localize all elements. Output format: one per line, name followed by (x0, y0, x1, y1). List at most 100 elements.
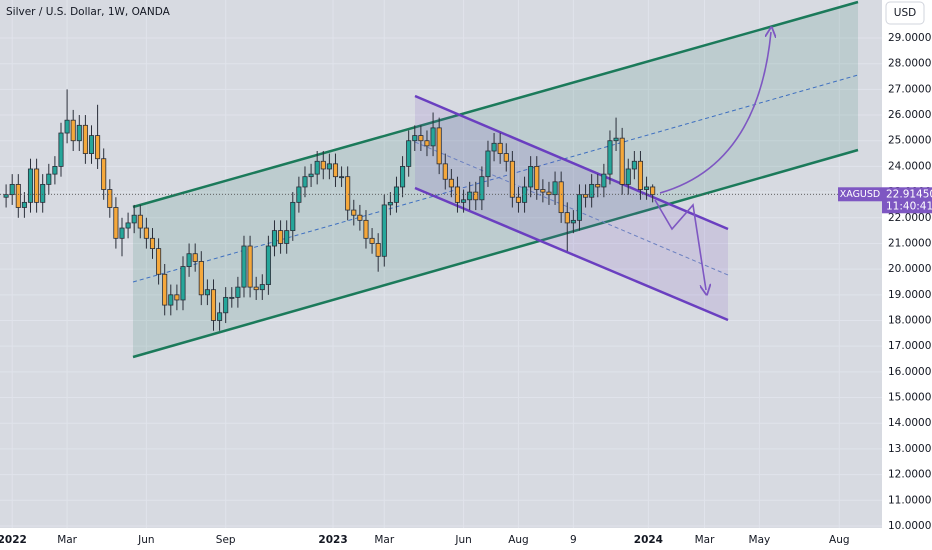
candle-body (448, 178, 454, 188)
candle-body (467, 191, 473, 201)
down-channel-lower (414, 186, 729, 322)
candle-body (650, 186, 656, 196)
candle-body (412, 135, 418, 142)
candle-body (497, 142, 503, 154)
candle-body (357, 214, 363, 221)
candle-body (192, 253, 198, 262)
x-tick-label: 2023 (318, 534, 347, 546)
y-tick-label: 10.00000 (888, 520, 932, 532)
candle-body (601, 173, 607, 188)
candle-body (589, 183, 595, 198)
candle-body (107, 189, 113, 208)
plot-background (0, 0, 882, 528)
candle-body (454, 186, 461, 203)
candle-body (88, 135, 95, 154)
y-tick-label: 24.00000 (888, 160, 932, 172)
x-tick-label: 2022 (0, 534, 27, 546)
candle-body (503, 153, 509, 162)
arrows (654, 32, 771, 290)
candle-body (198, 261, 204, 296)
y-tick-label: 11.00000 (888, 494, 932, 506)
candle-body (137, 214, 143, 229)
y-tick-label: 26.00000 (888, 109, 932, 121)
candle-body (442, 163, 448, 180)
candle-body (509, 160, 515, 198)
candle-body (473, 191, 479, 201)
x-tick-label: 2024 (634, 534, 663, 546)
candle-body (430, 127, 436, 147)
candle-body (180, 266, 186, 301)
candle-body (595, 183, 601, 188)
chart-title: Silver / U.S. Dollar, 1W, OANDA (6, 6, 171, 18)
x-tick-label: 9 (570, 534, 577, 546)
candle-body (58, 132, 64, 167)
candle-body (278, 230, 284, 244)
candle-body (387, 201, 393, 206)
candle-body (253, 286, 259, 291)
candle-body (363, 219, 369, 239)
candle-body (241, 245, 247, 288)
candle-body (70, 119, 76, 142)
candle-body (436, 127, 442, 165)
candle-body (95, 135, 101, 160)
candle-body (491, 142, 497, 152)
candle-body (271, 230, 278, 247)
y-tick-label: 14.00000 (888, 417, 932, 429)
candle-body (27, 168, 34, 203)
y-tick-label: 17.00000 (888, 340, 932, 352)
candle-body (375, 243, 381, 257)
candle-body (76, 124, 82, 142)
y-tick-label: 28.00000 (888, 58, 932, 70)
candle-body (576, 194, 582, 221)
candle-body (400, 166, 406, 188)
y-tick-label: 25.00000 (888, 135, 932, 147)
candles (3, 89, 656, 331)
drawings (132, 0, 859, 359)
candle-body (351, 209, 357, 216)
y-tick-label: 12.00000 (888, 469, 932, 481)
candle-body (296, 186, 302, 203)
candle-body (125, 222, 131, 229)
candle-body (308, 173, 314, 178)
candle-body (564, 212, 570, 224)
candle-body (522, 186, 528, 203)
candle-body (284, 230, 290, 244)
candle-body (570, 219, 576, 224)
candle-body (381, 204, 387, 257)
channel-lower (132, 148, 859, 359)
candle-body (9, 183, 15, 196)
candle-body (607, 140, 613, 175)
y-tick-label: 15.00000 (888, 392, 932, 404)
grid (0, 0, 882, 528)
candle-body (247, 245, 253, 288)
candle-body (540, 189, 546, 193)
candle-body (528, 166, 534, 188)
candle-body (149, 237, 156, 249)
currency-button[interactable] (885, 1, 925, 25)
candle-body (235, 286, 241, 298)
candle-body (637, 160, 643, 190)
y-tick-label: 18.00000 (888, 314, 932, 326)
channel-fill (133, 2, 858, 357)
price-axis-panel (882, 0, 932, 550)
candle-body (204, 289, 210, 296)
y-tick-label: 29.00000 (888, 32, 932, 44)
candle-body (186, 253, 192, 267)
candle-body (265, 245, 271, 285)
candle-body (479, 176, 485, 201)
x-tick-label: May (749, 534, 771, 546)
candle-body (162, 273, 168, 306)
candle-body (229, 296, 235, 299)
down-channel-mid (414, 141, 729, 276)
candle-body (314, 160, 320, 175)
symbol-label: XAGUSD (840, 189, 881, 200)
candle-body (21, 201, 27, 208)
candle-body (485, 150, 491, 178)
candle-body (546, 191, 552, 196)
candle-body (369, 237, 375, 244)
candle-body (302, 176, 308, 188)
candle-body (583, 194, 589, 198)
y-tick-label: 21.00000 (888, 237, 932, 249)
